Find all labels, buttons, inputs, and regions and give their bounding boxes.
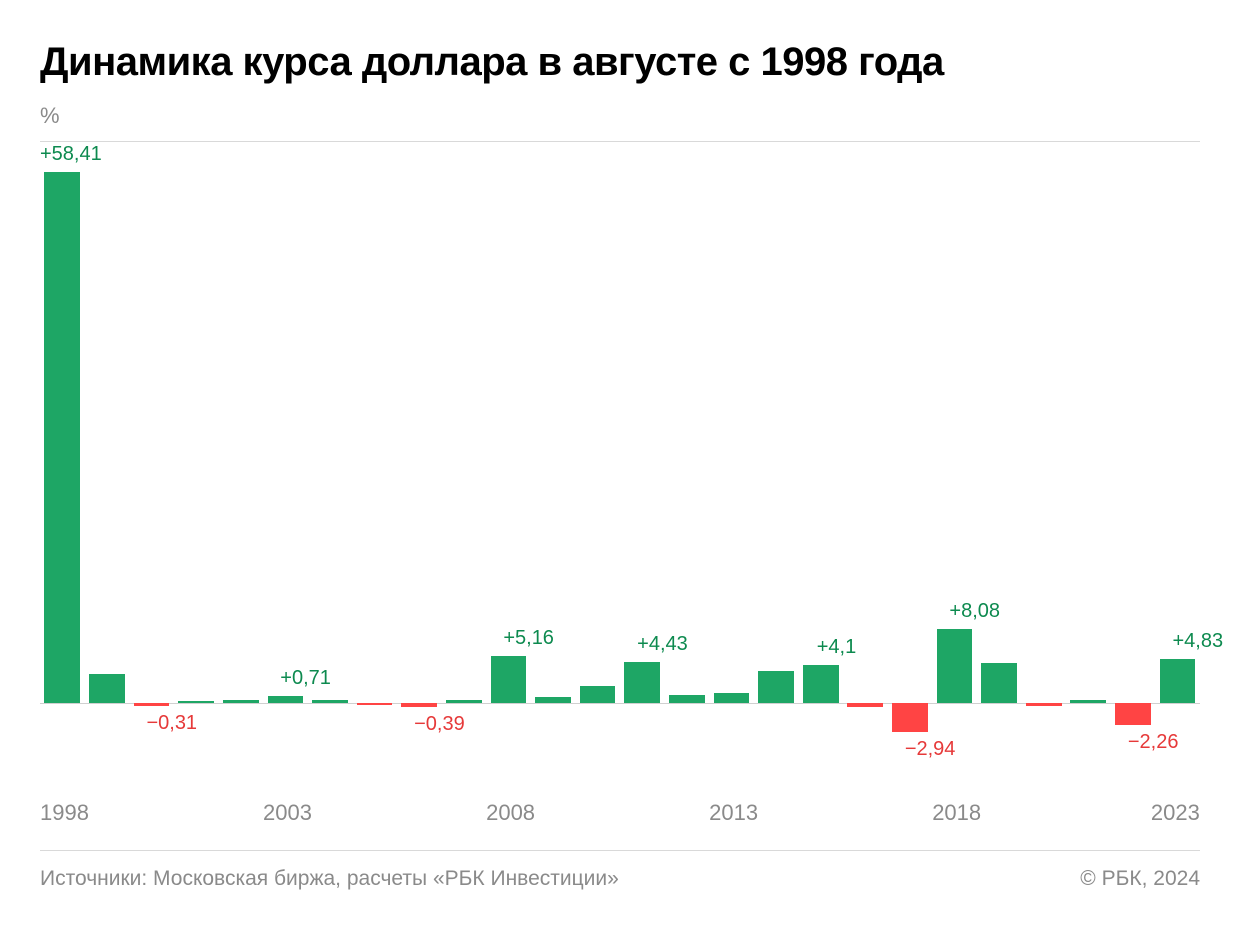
bar-slot: +4,43 <box>620 172 665 782</box>
bar-slot: −2,26 <box>1111 172 1156 782</box>
bar-slot: +4,1 <box>798 172 843 782</box>
bar <box>1160 659 1196 703</box>
bar-slot: −2,94 <box>888 172 933 782</box>
bar-slot: −0,31 <box>129 172 174 782</box>
bar-slot <box>531 172 576 782</box>
bar <box>624 662 660 702</box>
bar-slot <box>843 172 888 782</box>
bottom-divider <box>40 850 1200 851</box>
bar <box>669 695 705 703</box>
bar-slot <box>352 172 397 782</box>
y-axis-unit: % <box>40 103 1200 129</box>
bar <box>535 697 571 702</box>
bar-slot <box>575 172 620 782</box>
bar-slot: +5,16 <box>486 172 531 782</box>
bar <box>803 665 839 702</box>
bar <box>758 671 794 703</box>
bar-value-label: +58,41 <box>40 143 102 166</box>
bar-slot <box>441 172 486 782</box>
bar-slot <box>977 172 1022 782</box>
bar <box>357 703 393 705</box>
x-axis-label: 2013 <box>709 800 758 826</box>
bar-slot <box>85 172 130 782</box>
bar-slot: +58,41 <box>40 172 85 782</box>
bar <box>714 693 750 703</box>
bar-slot <box>218 172 263 782</box>
bar-slot <box>308 172 353 782</box>
chart-container: Динамика курса доллара в августе с 1998 … <box>0 0 1240 948</box>
x-axis-label: 2023 <box>1151 800 1200 826</box>
bar <box>446 700 482 702</box>
bar <box>1115 703 1151 725</box>
chart-plot-area: +58,41 −0,31 +0,71 −0,39 +5,16 +4,43 +4,1 −2,94… <box>40 172 1200 782</box>
bar <box>312 700 348 703</box>
chart-footer: Источники: Московская биржа, расчеты «РБ… <box>40 867 1200 891</box>
bar-slot <box>709 172 754 782</box>
x-axis-label: 2008 <box>486 800 535 826</box>
x-axis-label: 2018 <box>932 800 981 826</box>
bar-slot <box>754 172 799 782</box>
bar <box>580 686 616 702</box>
bar-slot <box>1066 172 1111 782</box>
bars-group: +58,41 −0,31 +0,71 −0,39 +5,16 +4,43 +4,1 −2,94… <box>40 172 1200 782</box>
bar-slot <box>1021 172 1066 782</box>
source-text: Источники: Московская биржа, расчеты «РБ… <box>40 867 619 891</box>
bar-slot: +8,08 <box>932 172 977 782</box>
x-axis-label: 1998 <box>40 800 89 826</box>
bar <box>89 674 125 703</box>
chart-title: Динамика курса доллара в августе с 1998 … <box>40 40 1200 85</box>
bar <box>1026 703 1062 706</box>
bar <box>223 700 259 702</box>
bar <box>268 696 304 702</box>
top-divider <box>40 141 1200 142</box>
bar <box>178 701 214 703</box>
bar <box>981 663 1017 703</box>
bar-slot <box>174 172 219 782</box>
bar-slot: +4,83 <box>1155 172 1200 782</box>
bar-slot <box>665 172 710 782</box>
bar <box>937 629 973 702</box>
bar <box>401 703 437 707</box>
bar-slot: +0,71 <box>263 172 308 782</box>
bar-value-label: +4,83 <box>1172 630 1223 653</box>
bar <box>134 703 170 706</box>
bar <box>892 703 928 732</box>
bar <box>491 656 527 703</box>
x-axis-label: 2003 <box>263 800 312 826</box>
bar <box>1070 700 1106 703</box>
bar <box>44 172 80 703</box>
bar <box>847 703 883 707</box>
bar-slot: −0,39 <box>397 172 442 782</box>
copyright-text: © РБК, 2024 <box>1080 867 1200 891</box>
